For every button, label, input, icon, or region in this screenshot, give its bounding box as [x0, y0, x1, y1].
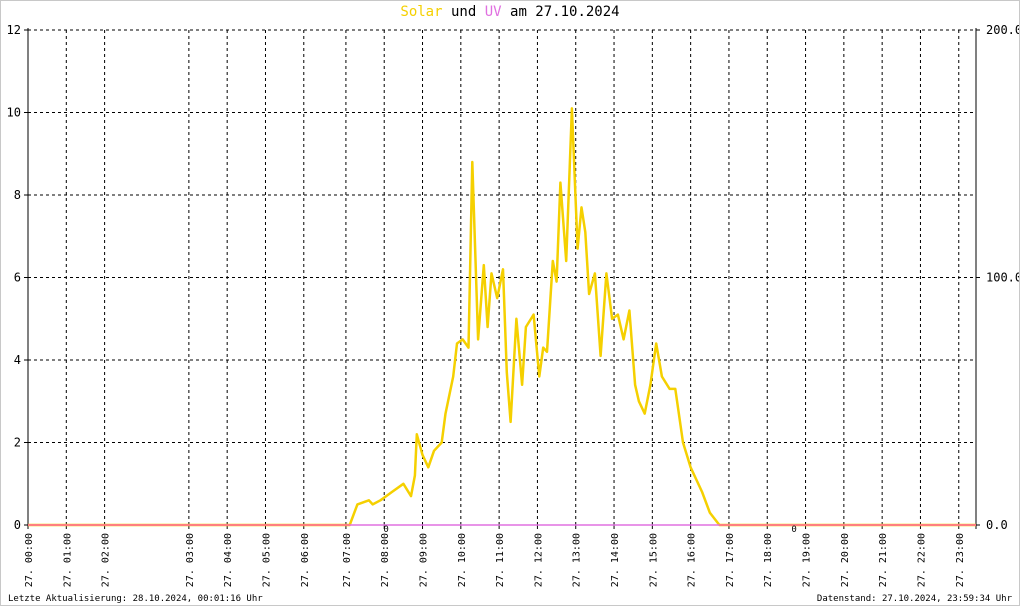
- point-label: 0: [791, 525, 796, 535]
- tick-labels: 0 2 4 6 8 10 12 0.0 100.0 200.0 27. 00:00 27. 01:00…: [7, 23, 1020, 587]
- x-axis-tick-label: 27. 03:00: [185, 533, 196, 587]
- x-axis-tick-label: 27. 15:00: [648, 533, 659, 587]
- x-axis-tick-label: 27. 02:00: [101, 533, 112, 587]
- left-axis-tick-label: 6: [14, 271, 21, 285]
- x-axis-tick-label: 27. 01:00: [62, 533, 73, 587]
- left-axis-tick-label: 0: [14, 518, 21, 532]
- left-axis-tick-label: 8: [14, 188, 21, 202]
- x-axis-tick-label: 27. 18:00: [763, 533, 774, 587]
- right-axis-tick-label: 200.0: [986, 23, 1020, 37]
- x-axis-tick-label: 27. 12:00: [533, 533, 544, 587]
- title-solar: Solar: [400, 4, 443, 20]
- left-axis-tick-label: 12: [7, 23, 21, 37]
- x-axis-tick-label: 27. 10:00: [457, 533, 468, 587]
- chart-title: Solar und UV am 27.10.2024: [0, 4, 1020, 20]
- x-axis-tick-label: 27. 07:00: [342, 533, 353, 587]
- point-label: 0: [383, 525, 388, 535]
- title-und: und: [450, 4, 477, 20]
- series-line-solar: [28, 107, 976, 527]
- data-status-text: Datenstand: 27.10.2024, 23:59:34 Uhr: [816, 594, 1012, 604]
- x-axis-tick-label: 27. 00:00: [24, 533, 35, 587]
- x-axis-tick-label: 27. 16:00: [687, 533, 698, 587]
- x-axis-tick-label: 27. 05:00: [261, 533, 272, 587]
- right-axis-tick-label: 0.0: [986, 518, 1008, 532]
- title-date: am 27.10.2024: [510, 4, 620, 20]
- x-axis-tick-label: 27. 08:00: [380, 533, 391, 587]
- last-update-text: Letzte Aktualisierung: 28.10.2024, 00:01…: [8, 594, 263, 604]
- x-axis-tick-label: 27. 17:00: [725, 533, 736, 587]
- x-axis-tick-label: 27. 13:00: [572, 533, 583, 587]
- grid-lines: [28, 29, 976, 525]
- right-axis-tick-label: 100.0: [986, 271, 1020, 285]
- x-axis-tick-label: 27. 09:00: [419, 533, 430, 587]
- x-axis-tick-label: 27. 23:00: [955, 533, 966, 587]
- x-axis-tick-label: 27. 21:00: [878, 533, 889, 587]
- title-uv: UV: [484, 4, 502, 20]
- x-axis-tick-label: 27. 19:00: [802, 533, 813, 587]
- left-axis-tick-label: 4: [14, 353, 21, 367]
- chart-series: [28, 107, 976, 527]
- x-axis-tick-label: 27. 11:00: [495, 533, 506, 587]
- left-axis-tick-label: 10: [7, 106, 21, 120]
- x-axis-tick-label: 27. 22:00: [916, 533, 927, 587]
- x-axis-tick-label: 27. 14:00: [610, 533, 621, 587]
- x-axis-tick-label: 27. 06:00: [300, 533, 311, 587]
- left-axis-tick-label: 2: [14, 436, 21, 450]
- x-axis-tick-label: 27. 04:00: [223, 533, 234, 587]
- x-axis-tick-label: 27. 20:00: [840, 533, 851, 587]
